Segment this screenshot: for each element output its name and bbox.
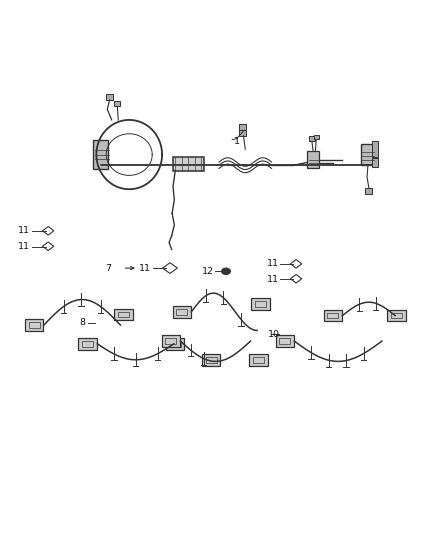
Bar [327,312,339,319]
Bar [255,301,266,307]
Bar [176,309,187,314]
Bar [118,311,129,318]
Bar [173,157,204,171]
Text: 11: 11 [267,260,279,268]
Bar [387,310,406,321]
Bar [391,312,402,319]
Bar [314,134,319,139]
Bar [239,130,246,136]
Bar [361,144,375,165]
Bar [162,335,180,347]
Bar [365,188,372,194]
Bar [253,357,264,362]
Bar [239,124,246,130]
Bar [173,306,191,318]
Text: 8: 8 [79,318,85,327]
Text: 11: 11 [18,243,30,251]
Bar [249,354,268,366]
Bar [166,338,184,350]
Text: 11: 11 [18,227,30,235]
Text: 1: 1 [234,137,240,146]
Bar [251,298,270,310]
Text: 7: 7 [106,264,112,272]
Bar [307,151,319,168]
Bar [170,341,181,347]
Text: 10: 10 [268,330,280,339]
Bar [372,141,378,157]
Bar [106,94,113,100]
Bar [276,335,294,347]
Text: 11: 11 [267,275,279,284]
Bar [28,322,40,328]
Bar [309,136,315,141]
Bar [205,357,217,362]
Bar [202,354,220,366]
Bar [279,338,290,344]
Bar [78,338,97,350]
Ellipse shape [222,268,230,274]
Bar [324,310,342,321]
Bar [114,309,133,320]
Bar [82,341,93,347]
Bar [165,338,177,344]
Bar [25,319,43,331]
Bar [114,101,120,106]
Text: 11: 11 [139,264,151,272]
Text: 12: 12 [202,268,214,276]
Bar [372,158,378,167]
Bar [93,140,109,169]
